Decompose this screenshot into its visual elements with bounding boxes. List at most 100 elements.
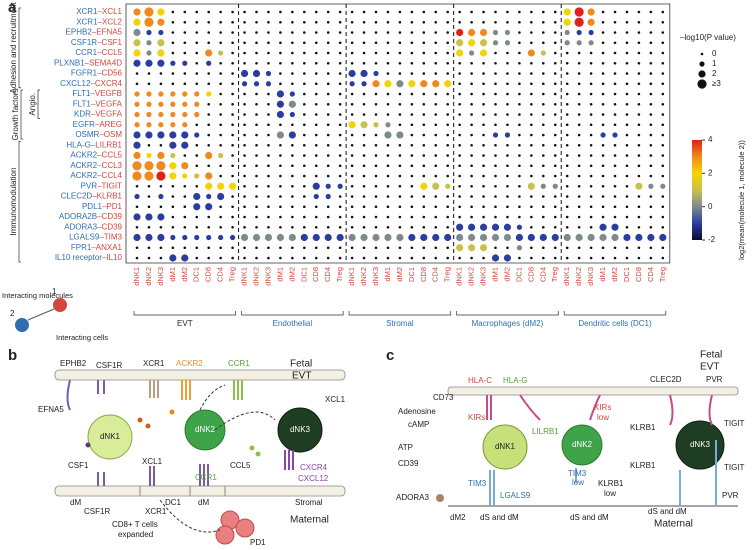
dot bbox=[661, 113, 665, 116]
row-label: FLT1–VEGFA bbox=[73, 99, 123, 108]
dot bbox=[218, 152, 224, 159]
dot bbox=[350, 246, 354, 250]
dot bbox=[182, 101, 188, 107]
dot bbox=[255, 20, 258, 24]
dot bbox=[255, 41, 258, 45]
dot bbox=[649, 113, 653, 116]
label: dS and dM bbox=[480, 513, 519, 522]
dot bbox=[542, 225, 545, 229]
dot bbox=[324, 233, 332, 242]
dot bbox=[589, 164, 593, 168]
dot bbox=[171, 215, 175, 219]
dot bbox=[494, 143, 497, 147]
dot bbox=[291, 246, 294, 250]
dot bbox=[434, 113, 438, 116]
dot bbox=[589, 205, 593, 209]
dot bbox=[231, 205, 234, 209]
dot bbox=[291, 41, 294, 45]
dot bbox=[350, 154, 354, 157]
dot bbox=[625, 143, 629, 147]
row-label: FLT1–VEGFB bbox=[72, 89, 122, 98]
dot bbox=[422, 246, 426, 250]
dot bbox=[195, 215, 199, 219]
column-label: DC1 bbox=[622, 267, 631, 282]
dot bbox=[241, 81, 248, 87]
dot bbox=[456, 28, 464, 37]
dot bbox=[231, 154, 234, 157]
color-legend-title: log2(mean(molecule 1, molecule 2)) bbox=[737, 140, 746, 260]
column-label: dM2 bbox=[502, 267, 511, 282]
dot bbox=[506, 72, 509, 75]
label: low bbox=[597, 413, 609, 422]
column-label: dNK2 bbox=[251, 267, 260, 286]
dot bbox=[183, 41, 187, 45]
dot bbox=[231, 225, 234, 229]
dot bbox=[410, 215, 414, 219]
dot bbox=[229, 182, 237, 190]
dot bbox=[243, 225, 246, 229]
label: EVT bbox=[292, 371, 311, 382]
column-label: dNK3 bbox=[156, 267, 165, 286]
dot bbox=[398, 113, 402, 116]
dot bbox=[577, 51, 581, 55]
dot bbox=[279, 225, 282, 229]
dot bbox=[506, 61, 509, 65]
column-label: CD8 bbox=[526, 267, 535, 282]
dot bbox=[565, 113, 569, 116]
dot bbox=[255, 205, 258, 209]
dot bbox=[635, 182, 643, 190]
label: KIRs bbox=[468, 413, 485, 422]
dot bbox=[265, 81, 272, 87]
dot bbox=[470, 256, 473, 260]
dot bbox=[458, 256, 461, 260]
label: XCR1 bbox=[145, 507, 167, 516]
row-label: HLA-G–LILRB1 bbox=[66, 140, 122, 149]
dot bbox=[373, 70, 379, 77]
dot bbox=[446, 215, 450, 219]
dot bbox=[422, 215, 426, 219]
dot bbox=[482, 205, 485, 209]
dot bbox=[625, 215, 629, 219]
dot bbox=[386, 31, 390, 34]
row-bracket bbox=[37, 89, 40, 119]
dot bbox=[540, 50, 546, 56]
row-label: IL10 receptor–IL10 bbox=[55, 253, 123, 262]
dot bbox=[504, 132, 511, 138]
dot bbox=[314, 61, 318, 65]
dot bbox=[468, 223, 476, 231]
dot bbox=[410, 51, 414, 55]
dot bbox=[183, 195, 187, 198]
dot bbox=[563, 233, 571, 242]
dot bbox=[661, 154, 665, 157]
dot bbox=[183, 10, 187, 14]
dot bbox=[303, 123, 306, 127]
dot bbox=[613, 41, 617, 45]
dot bbox=[349, 81, 355, 87]
dot bbox=[362, 51, 366, 55]
dot bbox=[649, 72, 653, 75]
dot bbox=[384, 131, 392, 139]
row-label: OSMR–OSM bbox=[75, 130, 122, 139]
size-key-label: 0 bbox=[712, 49, 717, 58]
dot bbox=[576, 29, 582, 36]
dot bbox=[243, 154, 246, 157]
dot bbox=[613, 184, 617, 188]
dot bbox=[649, 123, 653, 127]
dot bbox=[577, 164, 581, 168]
dot bbox=[530, 102, 533, 106]
dot bbox=[398, 10, 402, 14]
group-bracket bbox=[456, 311, 559, 316]
dot bbox=[565, 92, 569, 96]
label: Maternal bbox=[654, 519, 693, 530]
dot bbox=[195, 51, 199, 55]
dot bbox=[601, 205, 605, 209]
dot bbox=[195, 41, 199, 45]
dot bbox=[422, 102, 426, 106]
dot bbox=[146, 152, 152, 159]
dot bbox=[147, 82, 151, 86]
dot bbox=[350, 133, 354, 137]
dot bbox=[146, 29, 152, 36]
dot bbox=[372, 233, 380, 242]
dot bbox=[542, 61, 545, 65]
